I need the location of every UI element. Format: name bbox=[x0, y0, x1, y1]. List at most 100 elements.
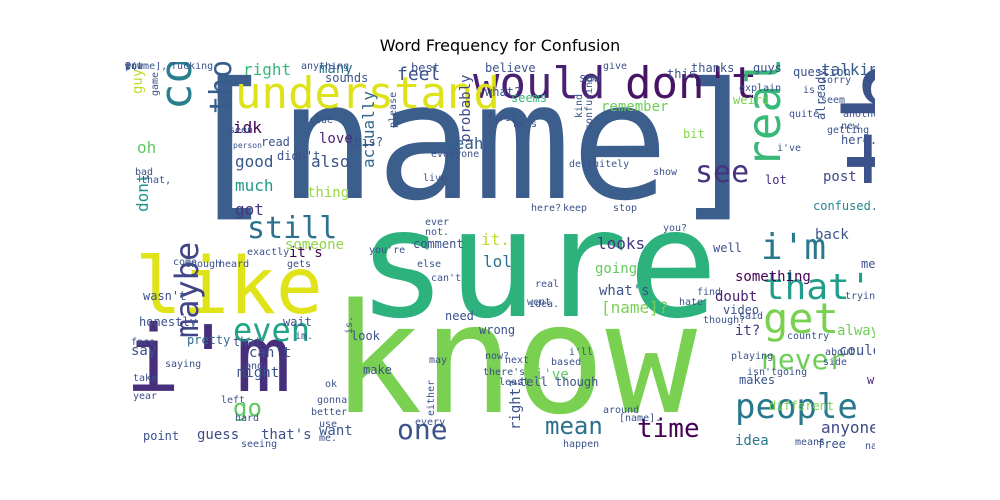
word-end: end bbox=[245, 361, 264, 372]
word-not: not. bbox=[425, 227, 450, 238]
word-stop: stop bbox=[613, 203, 638, 214]
word-see: see bbox=[695, 155, 750, 190]
word-want: want bbox=[319, 423, 353, 439]
word-every: every bbox=[415, 417, 446, 428]
word-real: real bbox=[535, 279, 560, 290]
word-i-m: i'm bbox=[125, 306, 292, 413]
word-guys: guys bbox=[753, 62, 782, 75]
word-what: what? bbox=[485, 85, 522, 99]
word-time: time bbox=[637, 414, 700, 444]
word-show: show bbox=[653, 167, 678, 178]
word-that-s: that's bbox=[261, 427, 312, 443]
word-people: people bbox=[735, 387, 858, 427]
word-right: right bbox=[243, 62, 292, 79]
word-always: always bbox=[837, 323, 875, 339]
word-heard: heard bbox=[219, 259, 250, 270]
word-me: me. bbox=[319, 433, 338, 444]
word-lot: lot bbox=[765, 173, 787, 187]
word-seems: seems bbox=[511, 91, 548, 105]
word-here: here? bbox=[531, 203, 562, 214]
word-best: best bbox=[411, 62, 440, 75]
word-i-m: i'm bbox=[761, 227, 827, 268]
word-understand: understand bbox=[235, 68, 500, 119]
word-name: [name]. bbox=[619, 413, 662, 424]
word-sounds: sounds bbox=[325, 71, 369, 85]
word-it: it. bbox=[481, 230, 510, 249]
word-sorry: sorry bbox=[821, 75, 852, 86]
word-guy: guy bbox=[130, 68, 146, 94]
word-doubt: doubt bbox=[715, 289, 758, 305]
word-that: that. bbox=[233, 335, 270, 349]
word-first: first bbox=[487, 113, 518, 124]
word-feel: feel bbox=[397, 64, 441, 85]
word-something: something bbox=[735, 269, 811, 285]
word-2: 2 bbox=[125, 62, 132, 72]
word-free: free bbox=[817, 437, 846, 451]
word-seeing: seeing bbox=[241, 439, 278, 450]
word-anyone: anyone bbox=[821, 418, 875, 437]
word-quite: quite bbox=[789, 109, 820, 120]
word-saw: saw bbox=[579, 71, 601, 85]
word-is: is. bbox=[344, 315, 355, 334]
word-good: good bbox=[235, 152, 274, 171]
word-video: video bbox=[723, 303, 760, 317]
word-back: back bbox=[815, 227, 849, 243]
word-country: country bbox=[787, 331, 830, 342]
word-side: side bbox=[823, 357, 848, 368]
word-need: need bbox=[445, 309, 474, 323]
word-symbol: :( bbox=[125, 62, 138, 72]
word-about: about. bbox=[825, 347, 862, 358]
word-may: may bbox=[429, 355, 448, 366]
word-name: [name] bbox=[181, 62, 767, 237]
word-bit: bit bbox=[683, 127, 705, 141]
word-what-s: what's bbox=[599, 283, 650, 299]
word-way: way bbox=[867, 373, 875, 387]
word-even: even bbox=[233, 311, 311, 349]
word-means: means bbox=[795, 437, 826, 448]
word-probably: probably bbox=[458, 74, 474, 142]
word-go: go bbox=[233, 394, 262, 422]
word-another: another bbox=[843, 109, 875, 120]
word-confused: confused. bbox=[813, 199, 875, 213]
word-live: live bbox=[423, 173, 448, 184]
word-guess: guess bbox=[197, 427, 240, 443]
word-actually: actually bbox=[359, 90, 378, 168]
word-might: might bbox=[237, 365, 280, 381]
word-idea: idea. bbox=[529, 299, 560, 310]
word-got: got bbox=[235, 200, 264, 219]
word-based: based bbox=[551, 357, 582, 368]
word-this: this? bbox=[347, 135, 384, 149]
word-idea: idea bbox=[735, 433, 769, 449]
word-explain: explain bbox=[739, 83, 782, 94]
word-someone: someone bbox=[285, 237, 345, 253]
word-tell: tell bbox=[519, 375, 548, 389]
word-could: could bbox=[839, 343, 875, 359]
word-clue: clue bbox=[309, 115, 334, 126]
word-would: would bbox=[473, 62, 606, 109]
word-look: look bbox=[351, 329, 380, 343]
word-isn-t: isn't bbox=[747, 367, 778, 378]
word-seen: seen bbox=[229, 125, 254, 136]
word-around: around bbox=[603, 405, 640, 416]
word-know: know bbox=[331, 271, 698, 448]
word-year: year bbox=[133, 391, 158, 402]
word-gets: gets bbox=[287, 259, 312, 270]
word-much: much bbox=[235, 176, 274, 195]
word-remember: remember bbox=[601, 99, 669, 115]
word-it: it? bbox=[735, 323, 761, 339]
word-better: better bbox=[311, 407, 348, 418]
word-happen: happen bbox=[563, 439, 600, 450]
word-lol: lol bbox=[483, 252, 512, 271]
word-didn-t: didn't bbox=[277, 149, 321, 163]
word-seem: seem bbox=[821, 95, 846, 106]
word-face: face bbox=[131, 337, 156, 348]
word-i-ve: i've bbox=[535, 367, 569, 383]
word-he-s: he's bbox=[513, 119, 538, 130]
word-next: next bbox=[505, 355, 530, 366]
word-wasn-t: wasn't bbox=[143, 289, 187, 303]
word-enough: enough bbox=[185, 259, 222, 270]
word-point: point bbox=[143, 429, 180, 443]
word-wait: wait bbox=[283, 315, 312, 329]
